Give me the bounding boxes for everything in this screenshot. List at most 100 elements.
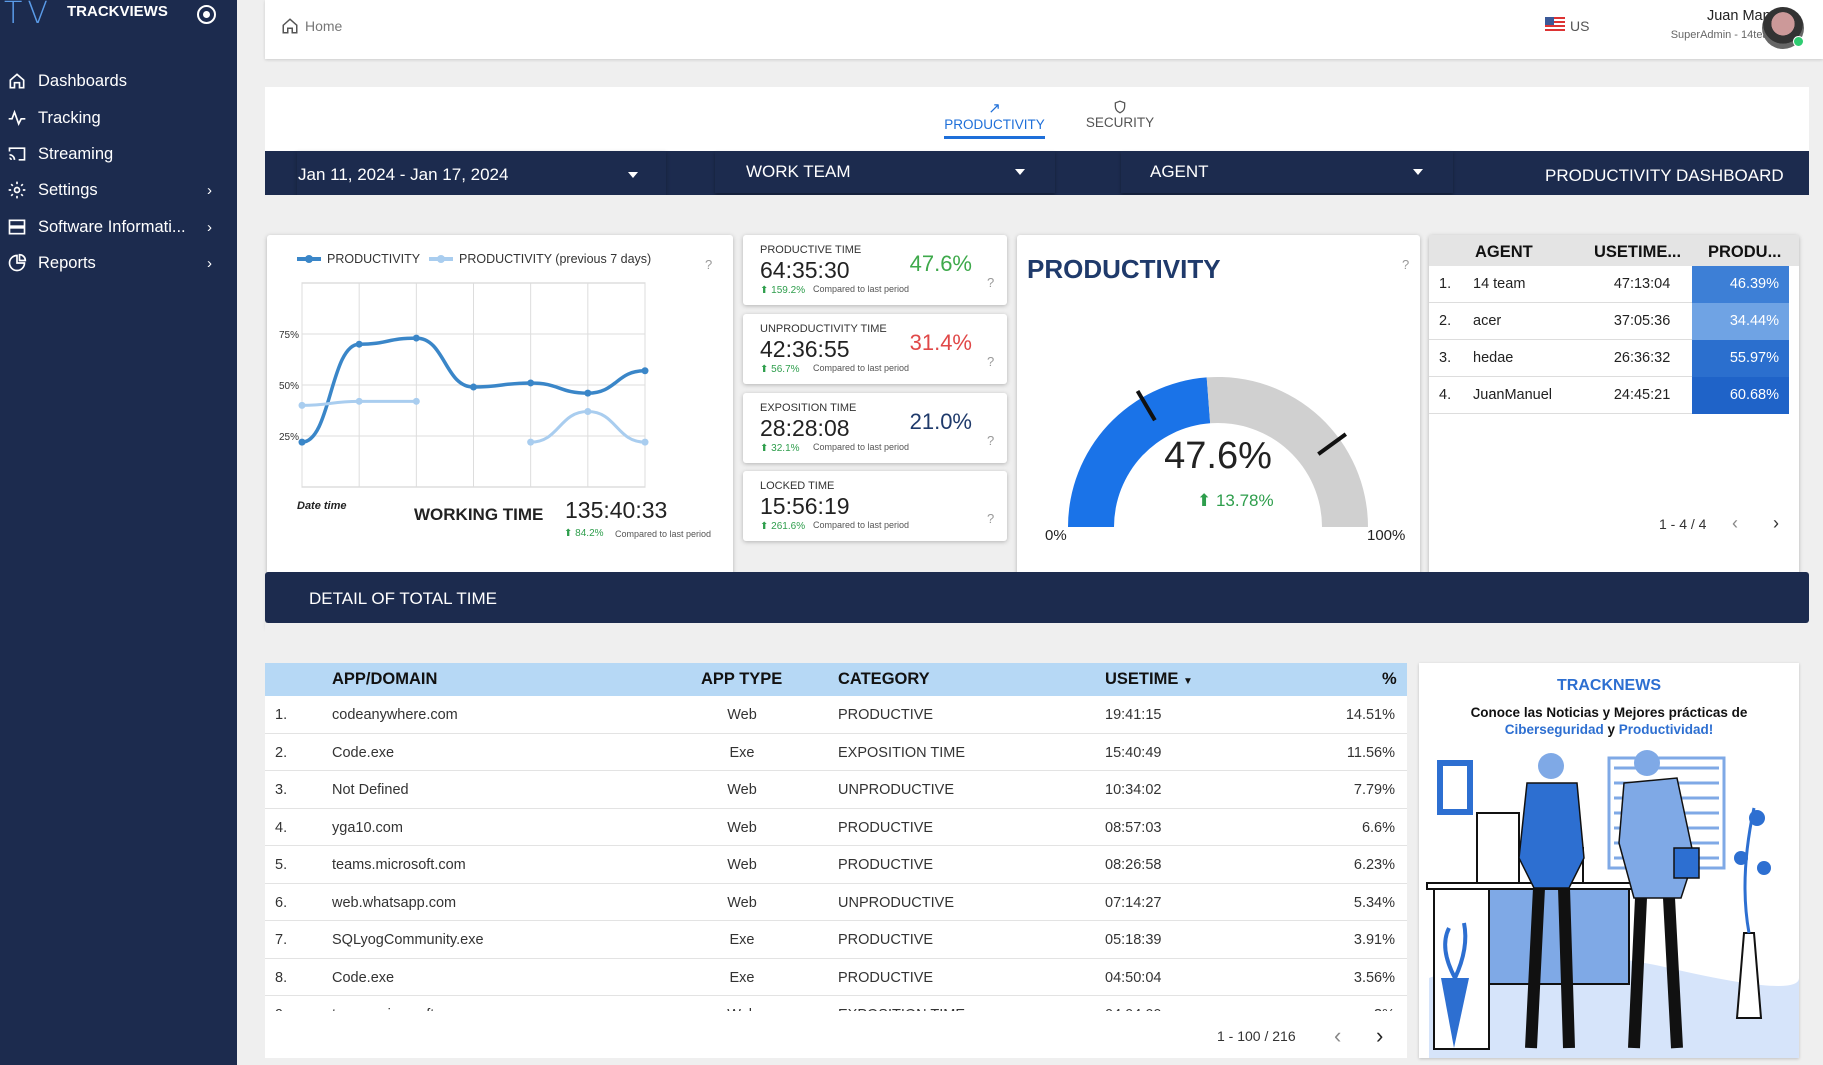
- app-type: Exe: [729, 969, 755, 986]
- kpi-delta: ⬆ 261.6%: [760, 521, 806, 532]
- settings-circle-icon[interactable]: [197, 5, 216, 24]
- data-point: [470, 383, 477, 391]
- gauge-min-label: 0%: [1045, 527, 1067, 544]
- agent-select[interactable]: AGENT: [1121, 151, 1453, 193]
- work-team-select[interactable]: WORK TEAM: [715, 151, 1055, 193]
- sidebar-item-settings[interactable]: Settings ›: [0, 169, 237, 211]
- detail-table: APP/DOMAIN APP TYPE CATEGORY USETIME ▼ %…: [265, 663, 1407, 1058]
- data-point: [412, 334, 420, 342]
- agent-productivity: 60.68%: [1692, 376, 1789, 414]
- usetime: 15:40:49: [1105, 744, 1162, 761]
- table-row[interactable]: 7. SQLyogCommunity.exe Exe PRODUCTIVE 05:18:…: [265, 921, 1407, 959]
- tab-security[interactable]: SECURITY: [1075, 99, 1165, 139]
- gauge-track-arc: [1206, 377, 1368, 527]
- gear-icon: [0, 180, 38, 200]
- table-row[interactable]: 4. yga10.com Web PRODUCTIVE 08:57:03 6.6%: [265, 809, 1407, 846]
- gauge-value: 47.6%: [1164, 435, 1272, 477]
- working-time-delta-value: 84.2%: [575, 528, 604, 539]
- help-icon[interactable]: ?: [987, 511, 995, 526]
- legend-marker: [305, 255, 313, 263]
- kpi-compared: Compared to last period: [813, 363, 910, 373]
- tab-productivity-label: PRODUCTIVITY: [944, 117, 1045, 132]
- sidebar-item-tracking[interactable]: Tracking: [0, 97, 237, 139]
- language-selector[interactable]: US: [1570, 18, 1590, 34]
- agent-row[interactable]: 4. JuanManuel 24:45:21 60.68%: [1429, 376, 1789, 414]
- agent-productivity: 34.44%: [1692, 302, 1789, 340]
- sidebar-item-software-informati[interactable]: Software Informati... ›: [0, 206, 237, 248]
- help-icon[interactable]: ?: [987, 275, 995, 290]
- next-page-icon[interactable]: ›: [1773, 513, 1779, 533]
- sidebar-item-reports[interactable]: Reports ›: [0, 242, 237, 284]
- app-domain: Not Defined: [332, 782, 409, 798]
- table-row[interactable]: 1. codeanywhere.com Web PRODUCTIVE 19:41:15 1…: [265, 696, 1407, 734]
- col-percent[interactable]: %: [1382, 670, 1397, 688]
- sidebar-item-streaming[interactable]: Streaming: [0, 133, 237, 175]
- agent-row[interactable]: 3. hedae 26:36:32 55.97%: [1429, 339, 1789, 377]
- app-domain: Code.exe: [332, 744, 395, 761]
- kpi-card: LOCKED TIME 15:56:19 ⬆ 261.6% Compared to l…: [743, 471, 1007, 541]
- col-productivity[interactable]: PRODU...: [1708, 243, 1782, 261]
- agent-row[interactable]: 2. acer 37:05:36 34.44%: [1429, 302, 1789, 340]
- legend-marker: [437, 255, 445, 263]
- table-row[interactable]: 5. teams.microsoft.com Web PRODUCTIVE 08:26:…: [265, 846, 1407, 884]
- help-icon[interactable]: ?: [705, 257, 713, 272]
- dropdown-arrow-icon: [628, 172, 638, 178]
- avatar[interactable]: [1762, 7, 1804, 49]
- app-logo[interactable]: TV: [4, 0, 53, 31]
- table-row[interactable]: 8. Code.exe Exe PRODUCTIVE 04:50:04 3.56%: [265, 959, 1407, 996]
- category: UNPRODUCTIVE: [838, 894, 955, 911]
- kpi-delta-value: 261.6%: [771, 521, 806, 532]
- legend-label: PRODUCTIVITY (previous 7 days): [459, 252, 651, 266]
- help-icon[interactable]: ?: [987, 354, 995, 369]
- next-page-icon[interactable]: ›: [1376, 1023, 1384, 1048]
- row-number: 6.: [275, 894, 288, 911]
- col-category[interactable]: CATEGORY: [838, 670, 930, 688]
- gauge-max-label: 100%: [1367, 527, 1406, 544]
- productivity-line-chart-card: 25% 50% 75% PRODUCTIVITY PRODUCTIVITY (previ…: [267, 235, 733, 629]
- tab-productivity[interactable]: ↗ PRODUCTIVITY: [944, 99, 1045, 139]
- kpi-title: EXPOSITION TIME: [760, 402, 857, 414]
- sidebar-item-dashboards[interactable]: Dashboards: [0, 60, 237, 102]
- row-number: 7.: [275, 932, 288, 948]
- percent: 6.6%: [1361, 819, 1395, 836]
- usetime: 07:14:27: [1105, 894, 1162, 911]
- col-usetime[interactable]: USETIME...: [1594, 243, 1682, 261]
- breadcrumb[interactable]: Home: [281, 17, 342, 35]
- table-row[interactable]: 9. teams.microsoft.com Web EXPOSITION TIME 0…: [265, 996, 1407, 1011]
- main-content: ↗ PRODUCTIVITY SECURITY Jan 11, 2024 - J…: [265, 87, 1809, 1065]
- row-number: 2.: [1439, 313, 1452, 329]
- us-flag-icon[interactable]: [1545, 17, 1565, 31]
- kpi-delta: ⬆ 32.1%: [760, 443, 800, 454]
- home-icon: [0, 71, 38, 91]
- app-type: Web: [727, 707, 757, 723]
- table-row[interactable]: 3. Not Defined Web UNPRODUCTIVE 10:34:02 7.79…: [265, 771, 1407, 809]
- percent: 5.34%: [1353, 894, 1395, 911]
- help-icon[interactable]: ?: [987, 433, 995, 448]
- table-row[interactable]: 2. Code.exe Exe EXPOSITION TIME 15:40:49 11.5…: [265, 734, 1407, 771]
- tracknews-banner[interactable]: TRACKNEWS Conoce las Noticias y Mejores …: [1419, 663, 1799, 1058]
- help-icon[interactable]: ?: [1402, 257, 1410, 272]
- col-app-domain[interactable]: APP/DOMAIN: [332, 670, 438, 688]
- table-row[interactable]: 6. web.whatsapp.com Web UNPRODUCTIVE 07:14:2…: [265, 884, 1407, 921]
- y-tick-label: 50%: [279, 381, 299, 392]
- percent: 3.56%: [1353, 969, 1395, 986]
- prev-page-icon[interactable]: ‹: [1732, 513, 1738, 533]
- kpi-percent: 21.0%: [909, 409, 972, 434]
- gauge-marker: [1135, 389, 1157, 422]
- breadcrumb-home[interactable]: Home: [305, 18, 343, 34]
- date-range-picker[interactable]: Jan 11, 2024 - Jan 17, 2024: [297, 151, 666, 199]
- sidebar-item-label: Dashboards: [38, 71, 127, 90]
- banner-title: TRACKNEWS: [1557, 677, 1661, 694]
- sidebar-item-label: Settings: [38, 180, 98, 199]
- agent-row[interactable]: 1. 14 team 47:13:04 46.39%: [1429, 265, 1789, 303]
- col-usetime-sorted[interactable]: USETIME ▼: [1105, 670, 1193, 689]
- row-number: 8.: [275, 969, 288, 986]
- col-app-type[interactable]: APP TYPE: [701, 670, 783, 688]
- data-point: [584, 389, 592, 397]
- prev-page-icon[interactable]: ‹: [1334, 1023, 1342, 1048]
- data-point: [527, 438, 535, 446]
- data-point: [584, 408, 592, 416]
- row-number: 4.: [1439, 387, 1452, 403]
- pie-chart-icon: [0, 253, 38, 273]
- col-agent[interactable]: AGENT: [1475, 243, 1533, 261]
